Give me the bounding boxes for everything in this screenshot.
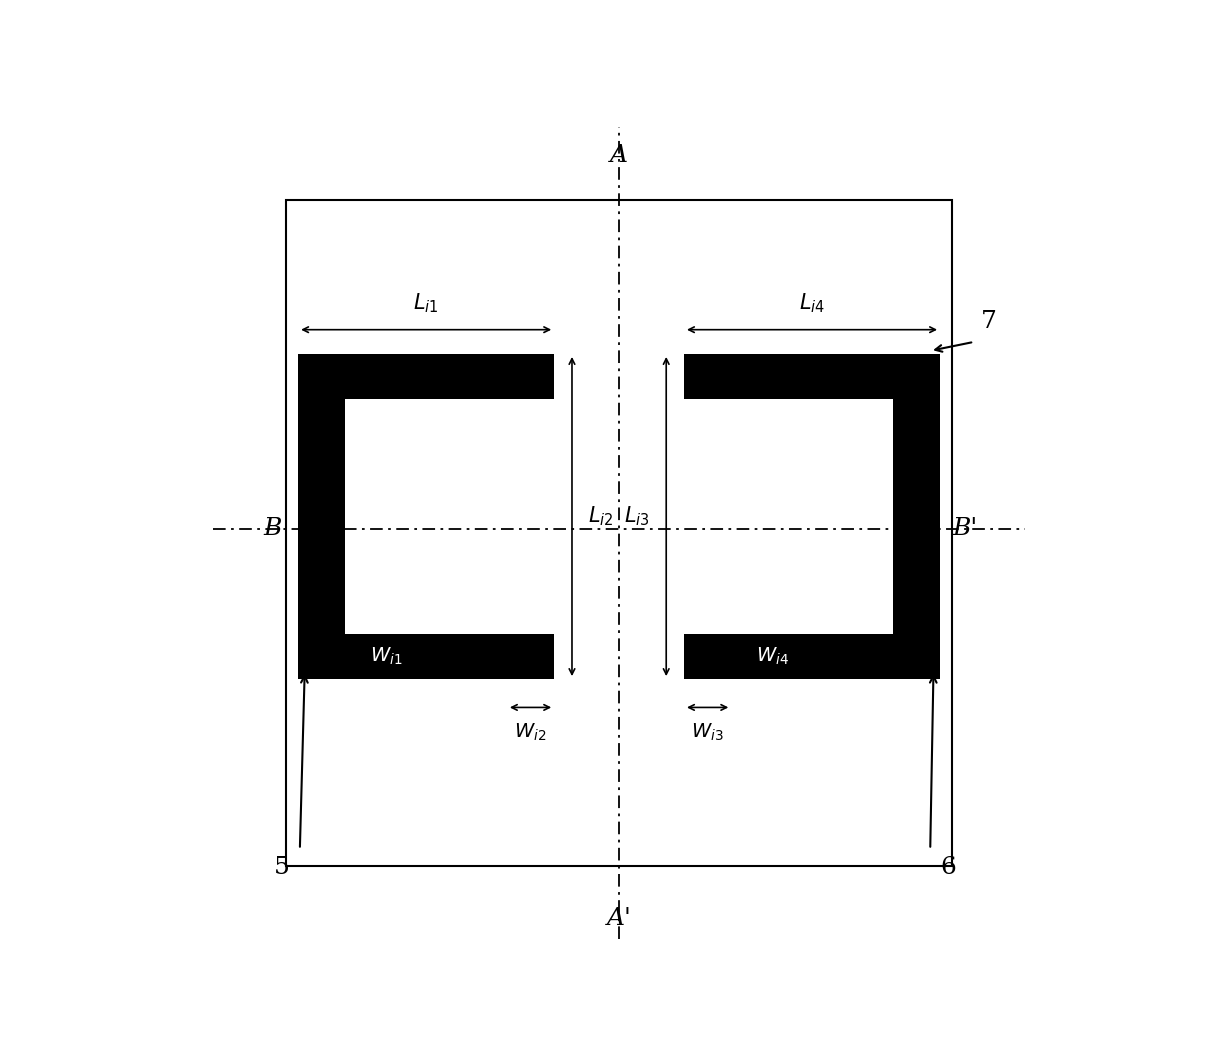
Bar — [298, 354, 554, 399]
Bar — [684, 634, 940, 679]
Text: $W_{i2}$: $W_{i2}$ — [515, 722, 547, 744]
Text: $L_{i1}$: $L_{i1}$ — [413, 291, 439, 315]
Text: 5: 5 — [274, 856, 290, 879]
Text: $W_{i3}$: $W_{i3}$ — [691, 722, 724, 744]
Text: $L_{i2}$: $L_{i2}$ — [588, 504, 614, 529]
Text: A: A — [610, 143, 628, 167]
Bar — [298, 634, 554, 679]
Bar — [286, 199, 952, 866]
Text: $W_{i4}$: $W_{i4}$ — [755, 646, 789, 668]
Text: B: B — [263, 517, 283, 540]
Bar — [893, 354, 940, 679]
Text: B': B' — [953, 517, 977, 540]
Text: $L_{i3}$: $L_{i3}$ — [625, 504, 650, 529]
Bar — [298, 354, 345, 679]
Text: A': A' — [606, 907, 632, 931]
Text: $L_{i4}$: $L_{i4}$ — [798, 291, 825, 315]
Bar — [684, 354, 940, 399]
Text: $W_{i1}$: $W_{i1}$ — [370, 646, 402, 668]
Text: 7: 7 — [981, 310, 997, 333]
Text: 6: 6 — [940, 856, 956, 879]
